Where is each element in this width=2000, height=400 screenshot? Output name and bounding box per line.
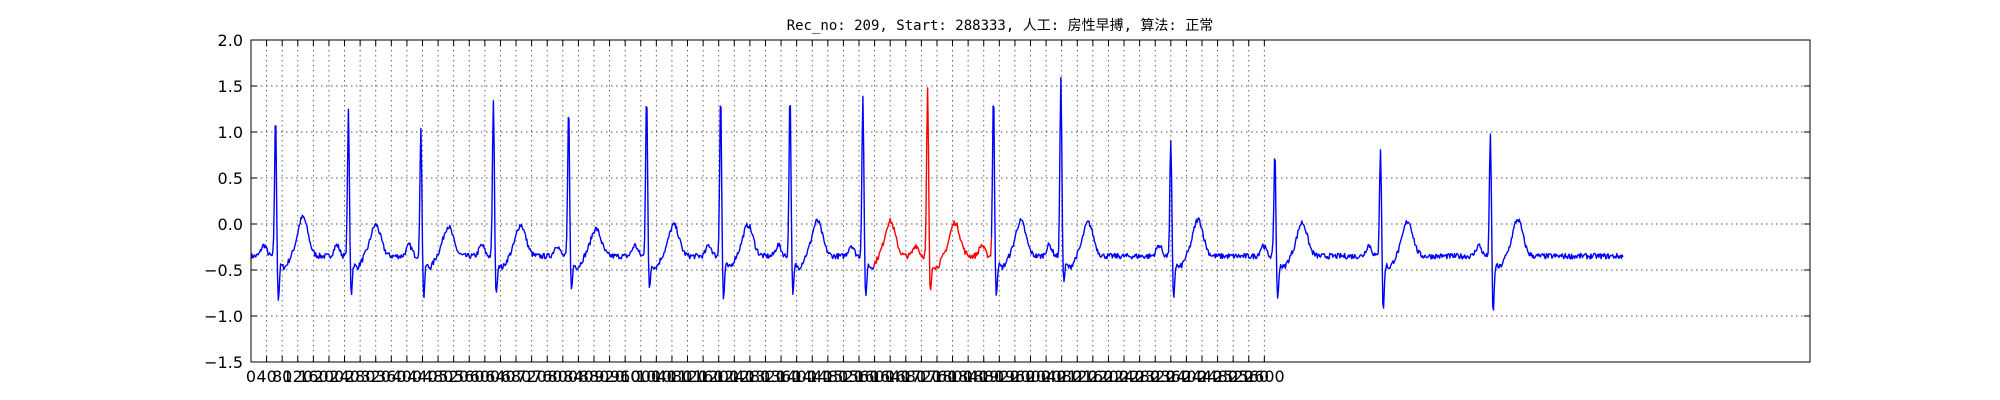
y-tick-label: 1.0 [218,123,243,142]
x-tick-label: 1720 [901,367,942,386]
x-tick-label: 1560 [839,367,880,386]
x-tick-label: 1160 [683,367,724,386]
x-tick-label: 2480 [1197,367,1238,386]
x-tick-label: 2080 [1041,367,1082,386]
x-tick-label: 720 [516,367,547,386]
x-tick-label: 1840 [948,367,989,386]
x-tick-label: 1280 [730,367,771,386]
normal-segment [250,95,875,301]
x-tick-label: 1000 [620,367,661,386]
x-tick-label: 2000 [1010,367,1051,386]
x-tick-label: 520 [438,367,469,386]
x-tick-label: 2160 [1073,367,1114,386]
y-tick-label: 1.5 [218,77,243,96]
y-axis: 2.0 1.5 1.0 0.5 0.0 −0.5 −1.0 −1.5 [204,31,1810,372]
x-tick-label: 2280 [1119,367,1160,386]
x-tick-label: 40 [256,367,276,386]
x-tick-label: 1240 [714,367,755,386]
x-tick-label: 2560 [1228,367,1269,386]
x-tick-label: 1120 [667,367,708,386]
x-tick-label: 840 [563,367,594,386]
x-tick-label: 2120 [1057,367,1098,386]
x-tick-label: 1960 [995,367,1036,386]
x-tick-label: 2600 [1244,367,1285,386]
x-tick-label: 1920 [979,367,1020,386]
grid [251,40,1810,362]
x-tick-label: 160 [298,367,329,386]
x-tick-label: 1080 [652,367,693,386]
x-tick-label: 1040 [636,367,677,386]
x-tick-label: 200 [314,367,345,386]
x-tick-label: 0 [246,367,256,386]
y-tick-label: 2.0 [218,31,243,50]
highlighted-segment [873,87,993,291]
x-tick-label: 680 [501,367,532,386]
x-tick-label: 640 [485,367,516,386]
x-tick-label: 120 [282,367,313,386]
ecg-trace [250,76,1624,311]
x-tick-label: 440 [407,367,438,386]
x-tick-label: 2040 [1026,367,1067,386]
x-tick-label: 600 [470,367,501,386]
x-tick-label: 1680 [885,367,926,386]
x-tick-label: 1520 [823,367,864,386]
x-axis: 0 408012016020024028032036040044048052056… [246,40,1285,386]
y-tick-label: −1.0 [204,307,243,326]
x-tick-label: 2320 [1135,367,1176,386]
x-tick-label: 1880 [963,367,1004,386]
y-tick-label: −0.5 [204,261,243,280]
y-tick-label: 0.5 [218,169,243,188]
x-tick-label: 1800 [932,367,973,386]
x-tick-label: 1640 [870,367,911,386]
y-tick-label: 0.0 [218,215,243,234]
x-tick-label: 2400 [1166,367,1207,386]
x-tick-label: 2360 [1150,367,1191,386]
x-tick-label: 1200 [698,367,739,386]
x-tick-label: 560 [454,367,485,386]
x-tick-label: 360 [376,367,407,386]
x-tick-label: 1600 [854,367,895,386]
x-tick-label: 920 [594,367,625,386]
x-tick-label: 1480 [807,367,848,386]
x-tick-label: 1320 [745,367,786,386]
x-tick-label: 1400 [776,367,817,386]
x-tick-label: 400 [392,367,423,386]
x-tick-label: 1440 [792,367,833,386]
x-tick-label: 2440 [1182,367,1223,386]
chart-title: Rec_no: 209, Start: 288333, 人工: 房性早搏, 算法… [787,17,1214,34]
x-tick-label: 2520 [1213,367,1254,386]
x-tick-label: 2200 [1088,367,1129,386]
normal-segment [990,76,1624,311]
x-tick-label: 800 [548,367,579,386]
x-tick-label: 2240 [1104,367,1145,386]
x-tick-label: 760 [532,367,563,386]
x-tick-label: 1760 [917,367,958,386]
x-tick-label: 480 [423,367,454,386]
x-tick-label: 1360 [761,367,802,386]
x-tick-label: 280 [345,367,376,386]
y-tick-label: −1.5 [204,353,243,372]
x-tick-label: 880 [579,367,610,386]
x-tick-label: 80 [272,367,292,386]
x-tick-label: 960 [610,367,641,386]
x-tick-label: 320 [360,367,391,386]
x-tick-label: 240 [329,367,360,386]
